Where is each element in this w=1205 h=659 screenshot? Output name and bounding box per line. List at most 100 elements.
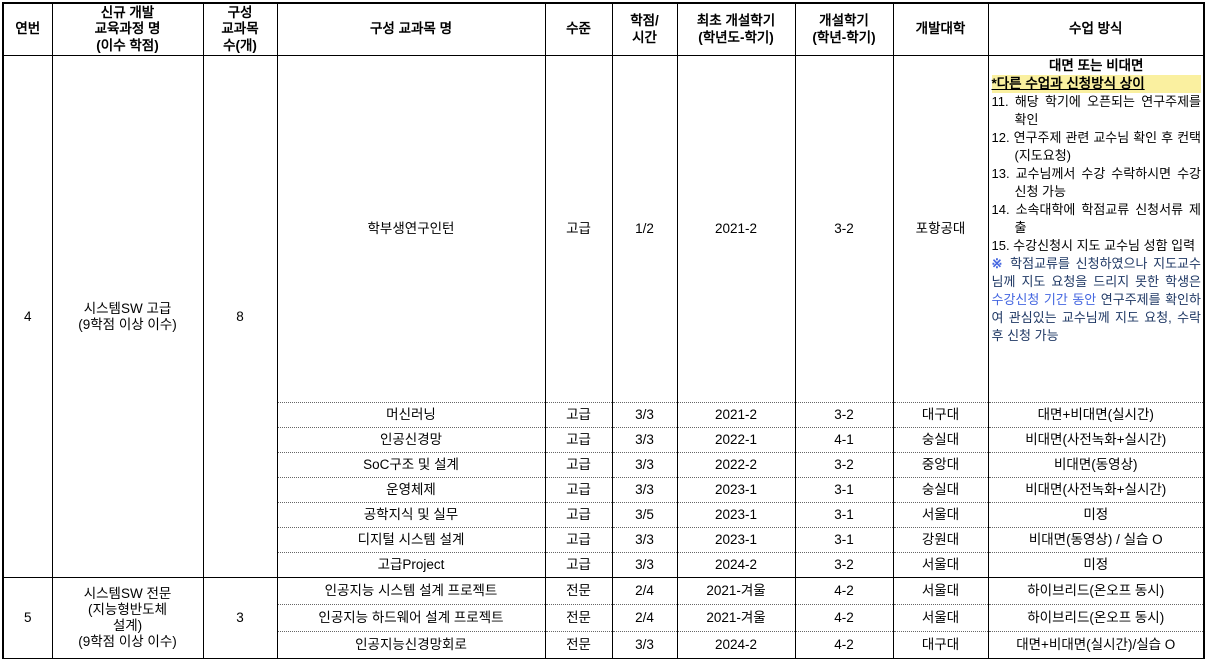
credit-cell: 3/5 bbox=[611, 502, 678, 528]
header-row: 연번 신규 개발 교육과정 명 (이수 학점) 구성 교과목 수(개) 구성 교… bbox=[2, 3, 1205, 57]
count-cell: 3 bbox=[202, 577, 278, 659]
course-row: 5 시스템SW 전문 (지능형반도체 설계) (9학점 이상 이수) 3 인공지능 시… bbox=[2, 577, 1205, 659]
first-semester-cell: 2023-1 bbox=[676, 477, 796, 503]
header-cell-university: 개발대학 bbox=[892, 3, 989, 57]
first-semester-cell: 2021-겨울 bbox=[676, 577, 796, 605]
method-step-item: 11. 해당 학기에 오픈되는 연구주제를 확인 bbox=[991, 94, 1202, 128]
semester-cell: 3-2 bbox=[794, 402, 894, 428]
semester-cell: 4-2 bbox=[794, 604, 894, 632]
credit-cell: 2/4 bbox=[611, 577, 678, 605]
course-name-cell: 공학지식 및 실무 bbox=[276, 502, 546, 528]
method-cell: 비대면(동영상) / 실습 O bbox=[987, 527, 1205, 553]
header-cell-no: 연번 bbox=[2, 3, 53, 57]
first-semester-cell: 2021-2 bbox=[676, 55, 796, 403]
level-cell: 고급 bbox=[544, 427, 613, 453]
header-cell-first-semester: 최초 개설학기 (학년도-학기) bbox=[676, 3, 796, 57]
course-name-cell: 학부생연구인턴 bbox=[276, 55, 546, 403]
university-cell: 서울대 bbox=[892, 604, 989, 632]
program-cell: 시스템SW 전문 (지능형반도체 설계) (9학점 이상 이수) bbox=[51, 577, 204, 659]
level-cell: 고급 bbox=[544, 552, 613, 578]
no-cell: 4 bbox=[2, 55, 53, 578]
first-semester-cell: 2023-1 bbox=[676, 527, 796, 553]
university-cell: 중앙대 bbox=[892, 452, 989, 478]
first-semester-cell: 2022-1 bbox=[676, 427, 796, 453]
course-row: 디지털 시스템 설계 고급 3/3 2023-1 3-1 강원대 비대면(동영상) / 실습… bbox=[3, 527, 1205, 553]
count-cell: 8 bbox=[202, 55, 278, 578]
credit-cell: 2/4 bbox=[611, 604, 678, 632]
course-row: 인공지능신경망회로 전문 3/3 2024-2 4-2 대구대 대면+비대면(실시간)/실습… bbox=[3, 631, 1205, 659]
course-row: 공학지식 및 실무 고급 3/5 2023-1 3-1 서울대 미정 bbox=[3, 502, 1205, 528]
university-cell: 숭실대 bbox=[892, 477, 989, 503]
header-cell-level: 수준 bbox=[544, 3, 613, 57]
semester-cell: 4-2 bbox=[794, 577, 894, 605]
university-cell: 서울대 bbox=[892, 552, 989, 578]
course-table-body: 4 시스템SW 고급 (9학점 이상 이수) 8 학부생연구인턴 고급 1/2 2021-2… bbox=[2, 55, 1205, 659]
method-cell: 하이브리드(온오프 동시) bbox=[987, 577, 1205, 605]
level-cell: 고급 bbox=[544, 452, 613, 478]
semester-cell: 3-2 bbox=[794, 552, 894, 578]
level-cell: 전문 bbox=[544, 631, 613, 659]
first-semester-cell: 2023-1 bbox=[676, 502, 796, 528]
course-name-cell: 인공지능신경망회로 bbox=[276, 631, 546, 659]
method-notice-highlight: *다른 수업과 신청방식 상이 bbox=[991, 75, 1201, 94]
course-row: 인공신경망 고급 3/3 2022-1 4-1 숭실대 비대면(사전녹화+실시간) bbox=[3, 427, 1205, 453]
credit-cell: 1/2 bbox=[611, 55, 678, 403]
credit-cell: 3/3 bbox=[611, 452, 678, 478]
level-cell: 고급 bbox=[544, 502, 613, 528]
course-name-cell: 디지털 시스템 설계 bbox=[276, 527, 546, 553]
semester-cell: 3-2 bbox=[794, 452, 894, 478]
university-cell: 서울대 bbox=[892, 577, 989, 605]
no-cell: 5 bbox=[2, 577, 53, 659]
course-name-cell: SoC구조 및 설계 bbox=[276, 452, 546, 478]
level-cell: 전문 bbox=[544, 604, 613, 632]
method-title: 대면 또는 비대면 bbox=[1049, 58, 1144, 74]
method-cell: 미정 bbox=[987, 552, 1205, 578]
note-text: 연구주제를 확인하여 관심있는 교수님께 지도 요청, 수락 후 신청 가능 bbox=[991, 292, 1202, 344]
course-name-cell: 머신러닝 bbox=[276, 402, 546, 428]
method-cell: 비대면(동영상) bbox=[987, 452, 1205, 478]
method-note: ※ 학점교류를 신청하였으나 지도교수님께 지도 요청을 드리지 못한 학생은 … bbox=[992, 255, 1202, 345]
university-cell: 숭실대 bbox=[892, 427, 989, 453]
first-semester-cell: 2021-2 bbox=[676, 402, 796, 428]
level-cell: 고급 bbox=[544, 527, 613, 553]
header-cell-semester: 개설학기 (학년-학기) bbox=[794, 3, 894, 57]
credit-cell: 3/3 bbox=[611, 527, 678, 553]
method-step-item: 15. 수강신청시 지도 교수님 성함 입력 bbox=[991, 238, 1196, 254]
course-name-cell: 운영체제 bbox=[276, 477, 546, 503]
course-name-cell: 인공지능 시스템 설계 프로젝트 bbox=[276, 577, 546, 605]
method-cell: 미정 bbox=[987, 502, 1205, 528]
course-row: SoC구조 및 설계 고급 3/3 2022-2 3-2 중앙대 비대면(동영상) bbox=[3, 452, 1205, 478]
method-cell: 대면 또는 비대면 *다른 수업과 신청방식 상이 11. 해당 학기에 오픈되는 … bbox=[987, 55, 1205, 403]
semester-cell: 4-1 bbox=[794, 427, 894, 453]
first-semester-cell: 2022-2 bbox=[676, 452, 796, 478]
method-step-item: 12. 연구주제 관련 교수님 확인 후 컨택(지도요청) bbox=[991, 130, 1202, 164]
method-cell: 비대면(사전녹화+실시간) bbox=[987, 427, 1205, 453]
university-cell: 강원대 bbox=[892, 527, 989, 553]
semester-cell: 3-1 bbox=[794, 527, 894, 553]
first-semester-cell: 2024-2 bbox=[676, 631, 796, 659]
header-cell-course-count: 구성 교과목 수(개) bbox=[202, 3, 278, 57]
credit-cell: 3/3 bbox=[611, 477, 678, 503]
note-highlight-period: 수강신청 기간 동안 bbox=[991, 292, 1097, 308]
header-cell-credit-hours: 학점/ 시간 bbox=[611, 3, 678, 57]
course-name-cell: 인공신경망 bbox=[276, 427, 546, 453]
level-cell: 고급 bbox=[544, 477, 613, 503]
course-row: 고급Project 고급 3/3 2024-2 3-2 서울대 미정 bbox=[3, 552, 1205, 578]
credit-cell: 3/3 bbox=[611, 402, 678, 428]
header-cell-course-name: 구성 교과목 명 bbox=[276, 3, 546, 57]
semester-cell: 3-2 bbox=[794, 55, 894, 403]
method-cell: 비대면(사전녹화+실시간) bbox=[987, 477, 1205, 503]
credit-cell: 3/3 bbox=[611, 631, 678, 659]
method-cell: 대면+비대면(실시간) bbox=[987, 402, 1205, 428]
credit-cell: 3/3 bbox=[611, 427, 678, 453]
method-step-item: 14. 소속대학에 학점교류 신청서류 제출 bbox=[991, 202, 1202, 236]
course-row: 인공지능 하드웨어 설계 프로젝트 전문 2/4 2021-겨울 4-2 서울대 하이브리드… bbox=[3, 604, 1205, 632]
semester-cell: 4-2 bbox=[794, 631, 894, 659]
first-semester-cell: 2024-2 bbox=[676, 552, 796, 578]
header-cell-method: 수업 방식 bbox=[987, 3, 1205, 57]
university-cell: 대구대 bbox=[892, 631, 989, 659]
method-step-item: 13. 교수님께서 수강 수락하시면 수강신청 가능 bbox=[991, 166, 1202, 200]
course-name-cell: 고급Project bbox=[276, 552, 546, 578]
